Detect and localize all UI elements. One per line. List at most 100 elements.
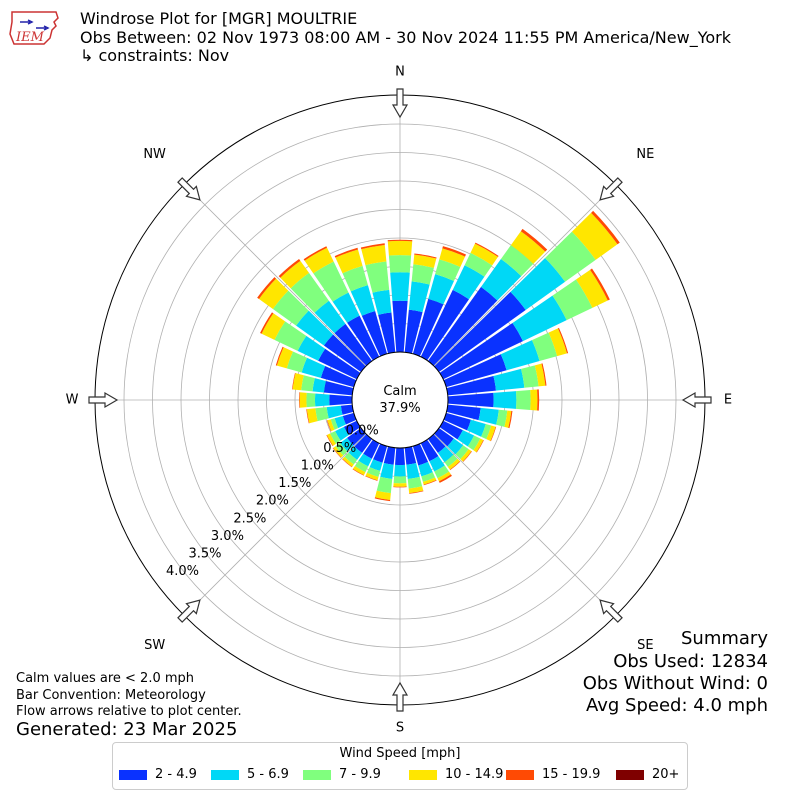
radial-tick-label: 2.5%	[233, 511, 266, 526]
windrose-bar-segment	[481, 259, 522, 301]
windrose-bar-segment	[323, 380, 354, 396]
windrose-bar-segment	[493, 391, 517, 409]
windrose-bar-segment	[438, 474, 452, 483]
windrose-bar-segment	[274, 321, 307, 351]
windrose-bar-segment	[447, 438, 464, 455]
windrose-bar-segment	[530, 389, 538, 411]
windrose-bar-segment	[313, 261, 349, 302]
windrose-bar-segment	[496, 409, 508, 427]
windrose-bar-segment	[393, 486, 407, 488]
windrose-bar-segment	[575, 269, 608, 308]
windrose-bar-segment	[392, 300, 408, 353]
windrose-bar-segment	[508, 410, 513, 429]
windrose-bar-segment	[443, 354, 507, 388]
windrose-bar-segment	[414, 253, 437, 259]
flow-arrow-w-icon	[88, 391, 119, 409]
windrose-bar-segment	[464, 252, 493, 277]
windrose-bar-segment	[434, 291, 526, 373]
windrose-bar-segment	[434, 465, 450, 479]
windrose-bar-segment	[490, 426, 497, 442]
windrose-bar-segment	[365, 475, 378, 481]
windrose-bar-segment	[354, 460, 369, 473]
windrose-bar-segment	[352, 465, 366, 476]
grid-ring	[237, 237, 563, 563]
windrose-bar-segment	[342, 458, 353, 468]
windrose-bar-segment	[404, 446, 417, 465]
windrose-bar-segment	[312, 378, 326, 393]
windrose-bar-segment	[510, 231, 546, 264]
windrose-bar-segment	[387, 240, 413, 256]
windrose-bar-segment	[420, 439, 439, 462]
windrose-bar-segment	[347, 315, 380, 361]
windrose-bar-segment	[301, 357, 326, 378]
grid-spoke	[399, 399, 616, 616]
calm-definition-note: Calm values are < 2.0 mph	[16, 671, 195, 686]
windrose-bar-segment	[474, 242, 499, 257]
legend-label: 2 - 4.9	[155, 767, 197, 782]
flow-arrow-s-icon	[391, 681, 409, 712]
windrose-bar-segment	[342, 265, 368, 292]
direction-label-n: N	[395, 65, 405, 80]
windrose-bar-segment	[409, 490, 424, 494]
direction-label-ne: NE	[636, 147, 654, 162]
chart-title: Windrose Plot for [MGR] MOULTRIE	[80, 9, 358, 28]
flow-arrow-n-icon	[391, 88, 409, 119]
windrose-bar-segment	[257, 277, 277, 300]
windrose-bar-segment	[387, 239, 413, 242]
windrose-bar-segment	[303, 246, 328, 261]
windrose-bar-segment	[383, 446, 396, 465]
windrose-bar-segment	[292, 373, 296, 390]
windrose-bar-segment	[365, 261, 390, 293]
windrose-bar-segment	[512, 295, 567, 342]
radial-tick-label: 4.0%	[166, 564, 199, 579]
legend-swatch	[409, 769, 437, 780]
windrose-bar-segment	[447, 458, 460, 470]
windrose-bar-segment	[329, 431, 341, 444]
windrose-bar-segment	[323, 334, 366, 373]
windrose-bar-segment	[306, 392, 316, 408]
windrose-bar-segment	[340, 437, 354, 452]
legend-item: 7 - 9.9	[303, 767, 381, 782]
flow-arrow-ne-icon	[599, 177, 623, 201]
windrose-bar-segment	[534, 363, 546, 387]
windrose-bar-segment	[481, 423, 492, 440]
windrose-bar-segment	[304, 247, 334, 274]
windrose-bar-segment	[500, 245, 534, 277]
windrose-bar-segment	[335, 442, 348, 456]
windrose-bar-segment	[374, 497, 391, 502]
windrose-bar-segment	[444, 454, 458, 467]
windrose-bar-segment	[395, 447, 405, 466]
windrose-bar-segment	[423, 480, 437, 486]
windrose-bar-segment	[326, 405, 343, 419]
windrose-bar-segment	[427, 434, 446, 453]
windrose-bar-segment	[296, 310, 334, 346]
chart-subtitle: Obs Between: 02 Nov 1973 08:00 AM - 30 N…	[80, 28, 731, 47]
windrose-bar-segment	[531, 332, 558, 362]
windrose-bar-segment	[545, 231, 596, 282]
windrose-bar-segment	[434, 427, 454, 447]
windrose-bar-segment	[516, 389, 531, 411]
windrose-bar-segment	[478, 407, 499, 425]
windrose-bar-segment	[276, 347, 293, 369]
windrose-bar-segment	[412, 298, 444, 357]
windrose-bar-segment	[344, 452, 358, 465]
windrose-bar-segment	[299, 392, 307, 408]
windrose-bar-segment	[315, 407, 329, 422]
legend-title: Wind Speed [mph]	[339, 746, 461, 761]
windrose-bar-segment	[354, 434, 373, 453]
windrose-bar-segment	[418, 461, 433, 477]
windrose-bar-segment	[470, 243, 498, 266]
legend-item: 10 - 14.9	[409, 767, 503, 782]
windrose-bar-segment	[442, 246, 466, 257]
windrose-bar-segment	[261, 313, 286, 340]
windrose-bar-segment	[388, 255, 412, 273]
windrose-bar-segment	[591, 210, 620, 245]
windrose-bar-segment	[407, 476, 423, 489]
flow-arrows-note: Flow arrows relative to plot center.	[16, 704, 242, 719]
legend-label: 10 - 14.9	[445, 767, 504, 782]
direction-label-w: W	[66, 393, 79, 408]
bar-convention-note: Bar Convention: Meteorology	[16, 688, 206, 703]
windrose-bar-segment	[404, 309, 423, 354]
windrose-bar-segment	[571, 212, 618, 260]
windrose-bar-segment	[260, 312, 274, 334]
